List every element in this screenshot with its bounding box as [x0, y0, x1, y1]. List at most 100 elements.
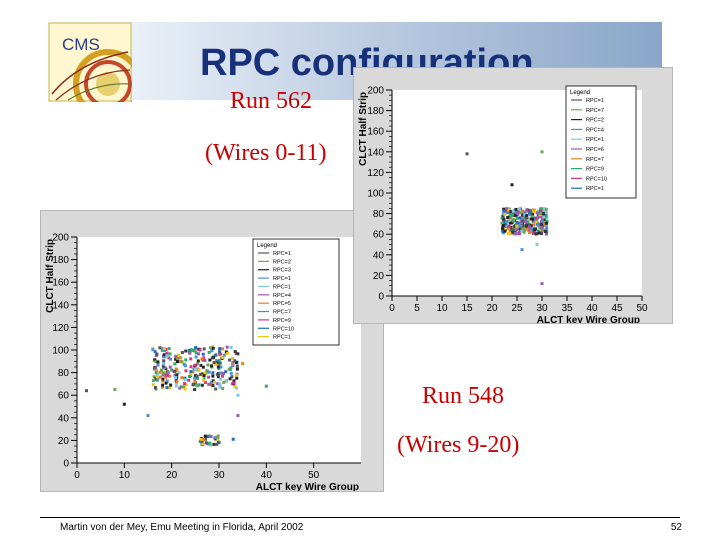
- data-point: [200, 372, 204, 376]
- data-point: [216, 375, 220, 379]
- data-point: [189, 373, 193, 377]
- legend-entry: RPC=1: [586, 137, 604, 143]
- data-point: [122, 402, 126, 406]
- data-point: [176, 356, 180, 360]
- data-point: [523, 213, 527, 217]
- data-point: [216, 440, 220, 444]
- data-point: [168, 352, 172, 356]
- data-point: [527, 228, 531, 232]
- data-point: [168, 365, 172, 369]
- data-point: [539, 207, 543, 211]
- data-point: [502, 209, 506, 213]
- data-point: [234, 352, 238, 356]
- y-tick-label: 200: [52, 233, 69, 244]
- data-point: [193, 376, 197, 380]
- data-point: [504, 208, 508, 212]
- x-tick-label: 40: [261, 470, 273, 481]
- data-point: [168, 374, 172, 378]
- data-point: [165, 354, 169, 358]
- data-point: [193, 349, 197, 353]
- data-point: [183, 382, 187, 386]
- data-point: [515, 211, 519, 215]
- data-point: [183, 364, 187, 368]
- y-tick-label: 200: [367, 86, 384, 97]
- data-point: [517, 207, 521, 211]
- data-point: [228, 377, 232, 381]
- legend-box: [252, 238, 340, 346]
- data-point: [202, 374, 206, 378]
- data-point: [234, 361, 238, 365]
- run-562-plot: 0 20 40 60 80 100 120 140 160 180 200 0 5 10 15 20 25 30 3…: [353, 67, 673, 324]
- data-point: [540, 150, 544, 154]
- data-point: [161, 371, 165, 375]
- data-point: [212, 380, 216, 384]
- data-point: [219, 371, 223, 375]
- data-point: [195, 362, 199, 366]
- data-point: [218, 361, 222, 365]
- data-point: [515, 232, 519, 236]
- data-point: [178, 356, 182, 360]
- data-point: [521, 219, 525, 223]
- page-number: 52: [670, 522, 682, 533]
- data-point: [174, 384, 178, 388]
- data-point: [198, 439, 202, 443]
- data-point: [225, 345, 229, 349]
- data-point: [226, 351, 230, 355]
- run-b-wires: (Wires 9-20): [397, 432, 520, 458]
- data-point: [201, 365, 205, 369]
- y-tick-label: 140: [367, 147, 384, 158]
- legend-entry: RPC=7: [586, 157, 604, 163]
- data-point: [224, 350, 228, 354]
- data-point: [533, 228, 537, 232]
- data-point: [221, 374, 225, 378]
- data-point: [182, 385, 186, 389]
- data-point: [180, 376, 184, 380]
- data-point: [524, 219, 528, 223]
- x-tick-label: 30: [536, 303, 548, 314]
- data-point: [165, 351, 169, 355]
- data-point: [511, 228, 515, 232]
- data-point: [233, 350, 237, 354]
- data-point: [182, 362, 186, 366]
- data-point: [500, 221, 504, 225]
- data-point: [509, 225, 513, 229]
- data-point: [169, 383, 173, 387]
- data-point: [160, 346, 164, 350]
- data-point: [161, 377, 165, 381]
- data-point: [526, 220, 530, 224]
- data-point: [508, 214, 512, 218]
- data-point: [536, 213, 540, 217]
- y-tick-label: 100: [367, 189, 384, 200]
- data-point: [196, 359, 200, 363]
- data-point: [535, 211, 539, 215]
- data-point: [545, 226, 549, 230]
- data-point: [544, 232, 548, 236]
- data-point: [505, 207, 509, 211]
- y-tick-label: 20: [373, 271, 385, 282]
- data-point: [503, 229, 507, 233]
- data-point: [202, 378, 206, 382]
- y-axis-title: CLCT Half Strip: [45, 239, 56, 313]
- data-point: [207, 370, 211, 374]
- data-point: [209, 380, 213, 384]
- data-point: [540, 219, 544, 223]
- data-point: [207, 375, 211, 379]
- y-tick-label: 180: [367, 106, 384, 117]
- data-point: [164, 381, 168, 385]
- x-tick-label: 10: [119, 470, 131, 481]
- legend-box: [565, 85, 637, 199]
- data-point: [218, 382, 222, 386]
- data-point: [166, 373, 170, 377]
- data-point: [173, 369, 177, 373]
- legend-entry: RPC=7: [273, 310, 291, 316]
- data-point: [187, 374, 191, 378]
- data-point: [211, 355, 215, 359]
- data-point: [216, 365, 220, 369]
- legend-entry: RPC=1: [273, 251, 291, 257]
- y-tick-label: 80: [58, 368, 70, 379]
- data-point: [545, 219, 549, 223]
- data-point: [511, 230, 515, 234]
- data-point: [542, 215, 546, 219]
- data-point: [174, 357, 178, 361]
- data-point: [113, 388, 117, 392]
